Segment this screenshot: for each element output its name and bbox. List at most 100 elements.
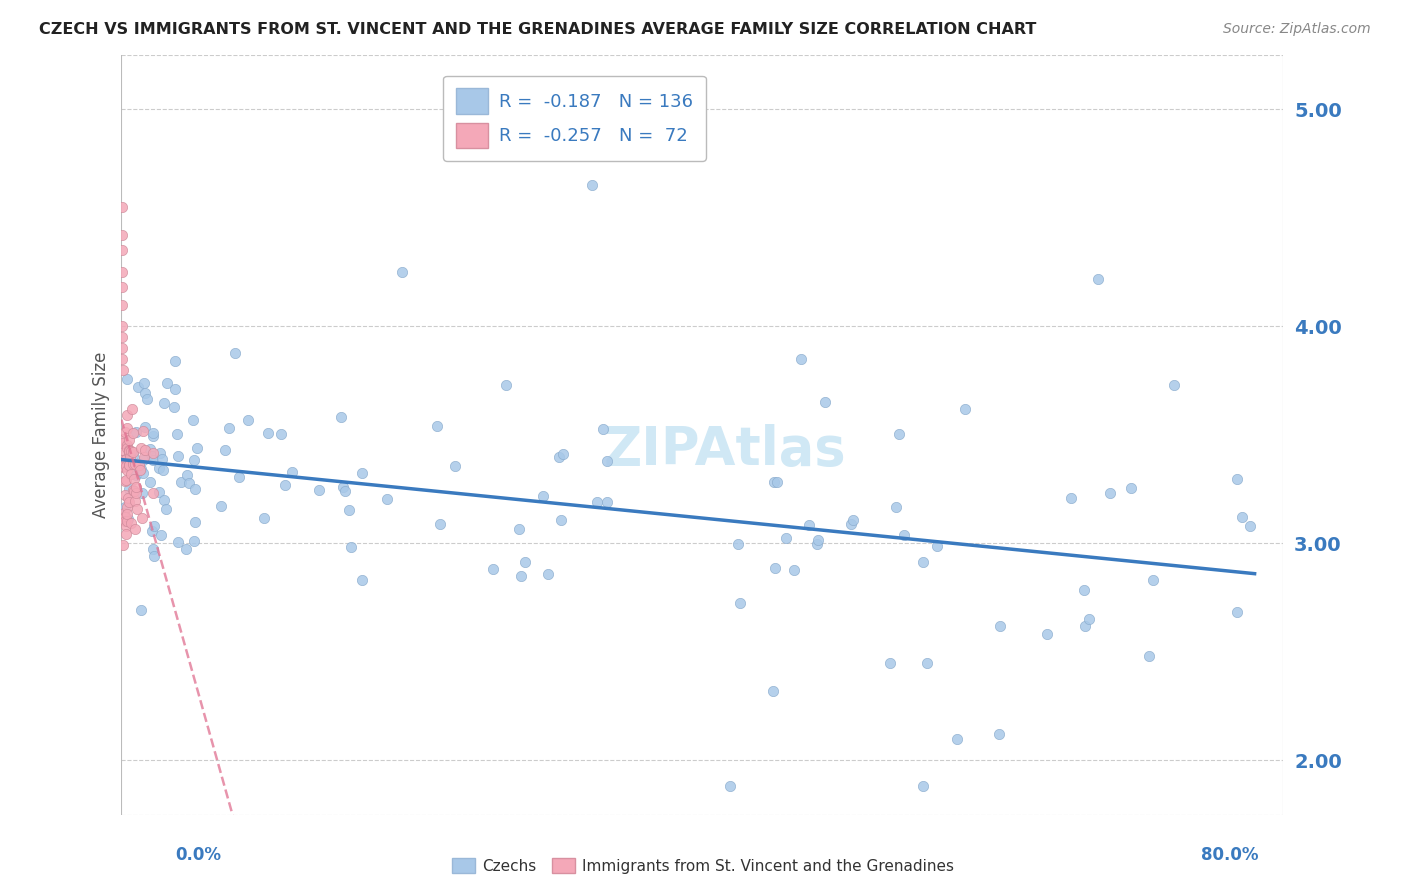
Point <box>134 419 156 434</box>
Point <box>114 459 136 474</box>
Point <box>228 470 250 484</box>
Point <box>114 488 136 502</box>
Point <box>115 514 138 528</box>
Point <box>125 425 148 440</box>
Point <box>111 200 134 214</box>
Point <box>150 451 173 466</box>
Point <box>115 408 138 422</box>
Point <box>807 533 830 548</box>
Point <box>114 506 136 520</box>
Point <box>129 463 152 477</box>
Point <box>766 475 789 489</box>
Point <box>111 280 134 294</box>
Point <box>167 450 190 464</box>
Point <box>153 396 176 410</box>
Point <box>165 354 187 368</box>
Point <box>1230 510 1253 524</box>
Point <box>121 457 143 471</box>
Point <box>1036 627 1059 641</box>
Point <box>117 491 139 505</box>
Point <box>132 376 155 390</box>
Point <box>121 401 143 416</box>
Point <box>842 513 865 527</box>
Point <box>132 424 155 438</box>
Point <box>125 468 148 483</box>
Point <box>884 500 907 514</box>
Point <box>118 433 141 447</box>
Point <box>114 474 136 488</box>
Point <box>953 401 976 416</box>
Point <box>790 351 813 366</box>
Point <box>281 466 304 480</box>
Point <box>184 515 207 529</box>
Point <box>111 341 134 355</box>
Point <box>308 483 330 497</box>
Point <box>252 511 274 525</box>
Point <box>111 460 134 475</box>
Point <box>581 178 603 193</box>
Point <box>839 516 862 531</box>
Point <box>141 524 163 538</box>
Point <box>585 494 607 508</box>
Point <box>125 480 148 494</box>
Point <box>163 401 186 415</box>
Point <box>762 475 785 489</box>
Text: ZIPAtlas: ZIPAtlas <box>605 424 846 476</box>
Point <box>115 442 138 456</box>
Legend: Czechs, Immigrants from St. Vincent and the Grenadines: Czechs, Immigrants from St. Vincent and … <box>446 852 960 880</box>
Point <box>596 495 619 509</box>
Legend: R =  -0.187   N = 136, R =  -0.257   N =  72: R = -0.187 N = 136, R = -0.257 N = 72 <box>443 76 706 161</box>
Point <box>114 500 136 514</box>
Text: CZECH VS IMMIGRANTS FROM ST. VINCENT AND THE GRENADINES AVERAGE FAMILY SIZE CORR: CZECH VS IMMIGRANTS FROM ST. VINCENT AND… <box>39 22 1036 37</box>
Point <box>163 382 186 396</box>
Point <box>174 541 197 556</box>
Point <box>762 684 785 698</box>
Point <box>122 445 145 459</box>
Point <box>135 392 157 406</box>
Point <box>111 453 134 467</box>
Point <box>391 265 413 279</box>
Point <box>115 372 138 386</box>
Point <box>893 528 915 542</box>
Point <box>1239 519 1261 533</box>
Point <box>797 517 820 532</box>
Point <box>143 549 166 563</box>
Point <box>548 450 571 464</box>
Point <box>1059 491 1081 506</box>
Point <box>148 484 170 499</box>
Point <box>350 466 373 480</box>
Point <box>879 656 901 670</box>
Point <box>176 468 198 483</box>
Point <box>111 436 134 450</box>
Point <box>270 427 292 442</box>
Point <box>482 562 505 576</box>
Point <box>153 492 176 507</box>
Point <box>125 485 148 500</box>
Point <box>911 555 934 569</box>
Point <box>149 446 172 460</box>
Point <box>111 432 134 446</box>
Point <box>1087 271 1109 285</box>
Point <box>177 475 200 490</box>
Point <box>335 483 357 498</box>
Point <box>120 444 142 458</box>
Point <box>111 244 134 258</box>
Point <box>911 780 934 794</box>
Point <box>329 410 352 425</box>
Point <box>550 512 572 526</box>
Point <box>444 458 467 473</box>
Point <box>111 351 134 366</box>
Point <box>115 438 138 452</box>
Point <box>131 466 153 480</box>
Point <box>167 535 190 549</box>
Point <box>111 363 134 377</box>
Point <box>134 386 156 401</box>
Point <box>112 458 135 473</box>
Point <box>170 475 193 489</box>
Point <box>1142 574 1164 588</box>
Point <box>122 483 145 497</box>
Point <box>111 228 134 243</box>
Point <box>783 563 806 577</box>
Point <box>142 445 165 459</box>
Point <box>238 413 260 427</box>
